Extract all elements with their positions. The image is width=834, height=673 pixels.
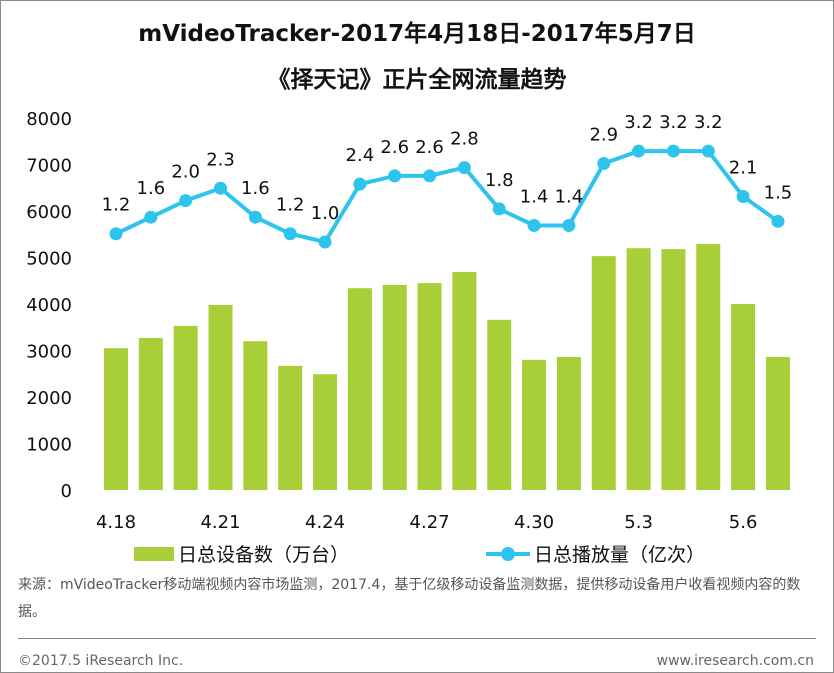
line-point [423,169,437,183]
line-point [666,144,680,158]
copyright: ©2017.5 iResearch Inc. [18,653,184,669]
line-point [492,202,506,216]
line-point [109,227,123,241]
data-label: 1.6 [241,178,270,199]
data-label: 3.2 [624,112,653,133]
line-point [144,210,158,224]
line-point [771,214,785,228]
y-tick-label: 1000 [26,435,72,456]
data-label: 2.1 [729,158,758,179]
data-label: 2.4 [346,145,375,166]
legend-label-line: 日总播放量（亿次） [534,544,706,566]
line-point [597,156,611,170]
data-label: 2.0 [171,162,200,183]
legend-item-line: 日总播放量（亿次） [486,540,705,567]
y-tick-label: 4000 [26,295,72,316]
bar [731,304,756,490]
data-label: 1.2 [276,195,305,216]
bar [104,348,128,490]
line-point [318,235,332,249]
data-label: 1.6 [137,178,166,199]
bar [591,256,616,490]
legend-line-swatch [486,546,530,561]
chart-subtitle: 《择天记》正片全网流量趋势 [267,67,567,93]
legend-item-bar: 日总设备数（万台） [134,540,349,567]
combo-chart: 0 1000 2000 3000 4000 5000 6000 7000 8000 4.18 4.2… [26,109,793,533]
y-tick-label: 0 [61,481,72,502]
footer-divider [18,638,816,639]
bar [278,365,303,490]
data-label: 1.4 [555,186,584,207]
bar [313,374,338,490]
y-tick-label: 2000 [26,388,72,409]
line-point [701,144,715,158]
bar [138,337,163,490]
x-tick-label: 4.18 [96,512,136,533]
bar [765,357,790,490]
line-point [353,177,367,191]
data-label: 2.3 [206,149,235,170]
chart-title: mVideoTracker-2017年4月18日-2017年5月7日 [138,21,696,47]
x-tick-label: 5.3 [624,512,653,533]
bar [626,248,651,490]
x-tick-label: 4.21 [200,512,240,533]
line-point [632,144,646,158]
legend-bar-swatch [134,546,174,561]
line-point [388,169,402,183]
y-tick-label: 3000 [26,342,72,363]
y-tick-label: 5000 [26,249,72,270]
bar [173,325,198,490]
bar [487,319,512,490]
line-point [736,190,750,204]
data-label: 2.6 [380,137,409,158]
data-label: 2.9 [589,124,618,145]
data-label: 3.2 [694,112,723,133]
line-point [214,181,228,195]
legend-label-bar: 日总设备数（万台） [178,544,350,566]
line-point [248,210,262,224]
data-label: 1.2 [102,195,131,216]
data-label: 1.8 [485,170,514,191]
y-tick-label: 6000 [26,202,72,223]
line-point [527,218,541,232]
line-point [179,194,193,208]
y-tick-label: 8000 [26,109,72,130]
line-point [562,218,576,232]
data-label: 1.5 [764,182,793,203]
source-note: 来源：mVideoTracker移动端视频内容市场监测，2017.4，基于亿级移… [18,577,801,620]
line-point [283,227,297,241]
x-tick-label: 4.24 [305,512,345,533]
bar [208,304,233,490]
x-tick-label: 4.30 [514,512,554,533]
bar [556,357,581,490]
data-label: 3.2 [659,112,688,133]
bar [522,359,547,490]
bar [661,249,686,490]
x-tick-label: 4.27 [410,512,450,533]
bar [382,284,407,490]
x-tick-label: 5.6 [729,512,758,533]
bar [243,341,268,490]
data-label: 1.0 [311,203,340,224]
bar [696,244,721,490]
bar [417,283,442,490]
data-label: 2.6 [415,137,444,158]
line-point [457,161,471,175]
bar [452,271,477,490]
y-tick-label: 7000 [26,156,72,177]
bar [347,288,372,490]
data-label: 2.8 [450,129,479,150]
data-label: 1.4 [520,186,549,207]
website-link[interactable]: www.iresearch.com.cn [656,653,814,669]
